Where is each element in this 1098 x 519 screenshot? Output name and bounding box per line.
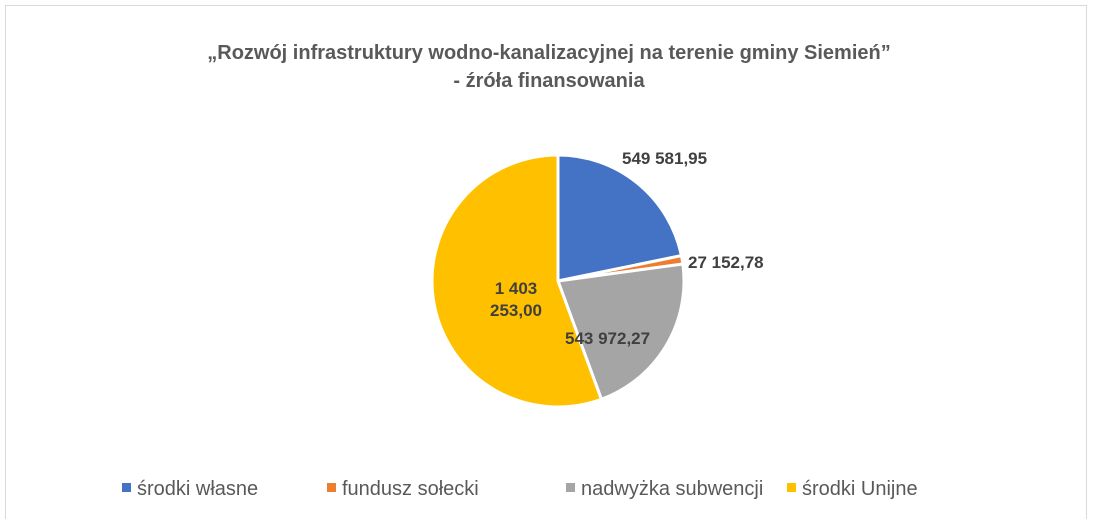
chart-subtitle: - źróła finansowania — [453, 70, 645, 92]
legend-label: nadwyżka subwencji — [581, 478, 764, 500]
legend-item: środki własne — [122, 478, 258, 501]
legend-swatch — [122, 483, 131, 493]
legend-item: środki Unijne — [787, 478, 918, 501]
pie-slice — [430, 153, 604, 409]
pie-slice — [556, 153, 684, 283]
legend-item: fundusz sołecki — [327, 478, 479, 501]
data-label: 1 403 253,00 — [490, 279, 542, 320]
data-label: 549 581,95 — [622, 149, 708, 168]
legend-swatch — [566, 483, 575, 493]
legend-label: środki Unijne — [802, 478, 918, 500]
chart-title: „Rozwój infrastruktury wodno-kanalizacyj… — [207, 42, 891, 64]
legend-label: środki własne — [137, 478, 259, 500]
legend-label: fundusz sołecki — [342, 478, 479, 500]
legend-swatch — [787, 483, 796, 493]
data-label: 543 972,27 — [565, 329, 651, 348]
data-label: 27 152,78 — [688, 253, 764, 272]
legend-swatch — [327, 483, 336, 493]
legend-item: nadwyżka subwencji — [566, 478, 763, 501]
chart-frame — [5, 5, 1087, 519]
